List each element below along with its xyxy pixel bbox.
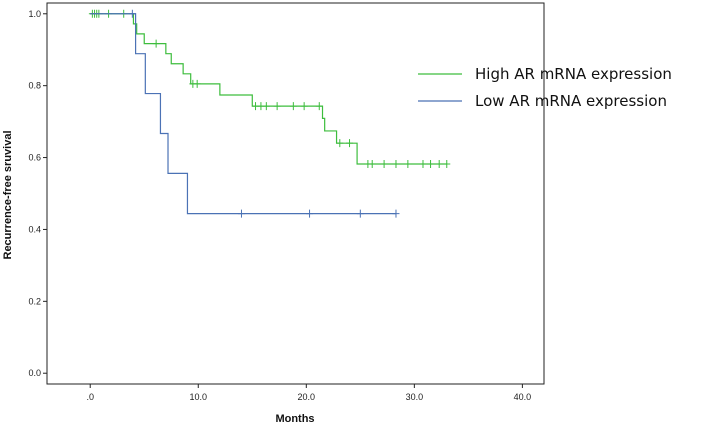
- censor-mark: [368, 160, 376, 169]
- censor-mark: [237, 209, 245, 218]
- y-axis-title: Recurrence-free sruvival: [2, 130, 14, 259]
- x-axis: .0 10.0 20.0 30.0 40.0: [86, 384, 531, 402]
- censor-mark: [404, 160, 412, 169]
- legend: High AR mRNA expression Low AR mRNA expr…: [418, 65, 672, 110]
- x-tick-label: 20.0: [298, 392, 316, 402]
- legend-label-low: Low AR mRNA expression: [475, 92, 667, 110]
- censor-mark: [443, 160, 451, 169]
- censor-mark: [435, 160, 443, 169]
- y-tick-label: 1.0: [28, 9, 41, 19]
- censor-mark: [306, 209, 314, 218]
- censor-mark: [273, 102, 281, 111]
- km-curve-series-1: [90, 13, 396, 215]
- x-tick-label: 10.0: [189, 392, 207, 402]
- censor-mark: [152, 39, 160, 48]
- censor-mark: [336, 139, 344, 148]
- x-tick-label: .0: [86, 392, 94, 402]
- plot-frame: [46, 2, 545, 385]
- x-tick-label: 40.0: [514, 392, 532, 402]
- censor-mark: [315, 102, 323, 111]
- censor-mark: [300, 102, 308, 111]
- x-tick-label: 30.0: [406, 392, 424, 402]
- censor-mark: [346, 139, 354, 148]
- censor-mark: [356, 209, 364, 218]
- legend-label-high: High AR mRNA expression: [475, 65, 672, 83]
- km-curve-series-0: [90, 13, 447, 165]
- x-axis-title: Months: [275, 413, 314, 425]
- y-tick-label: 0.6: [28, 153, 41, 163]
- censor-mark: [262, 102, 270, 111]
- censor-mark: [392, 160, 400, 169]
- y-tick-label: 0.0: [28, 368, 41, 378]
- y-tick-label: 0.8: [28, 81, 41, 91]
- y-tick-label: 0.4: [28, 224, 41, 234]
- censor-mark: [380, 160, 388, 169]
- censor-mark: [193, 79, 201, 88]
- censor-mark: [419, 160, 427, 169]
- series-layer: [88, 9, 451, 218]
- censor-mark: [128, 9, 136, 18]
- censor-mark: [289, 102, 297, 111]
- y-tick-label: 0.2: [28, 296, 41, 306]
- censor-mark: [392, 209, 400, 218]
- censor-mark: [427, 160, 435, 169]
- y-axis: 0.0 0.2 0.4 0.6 0.8 1.0: [28, 9, 47, 378]
